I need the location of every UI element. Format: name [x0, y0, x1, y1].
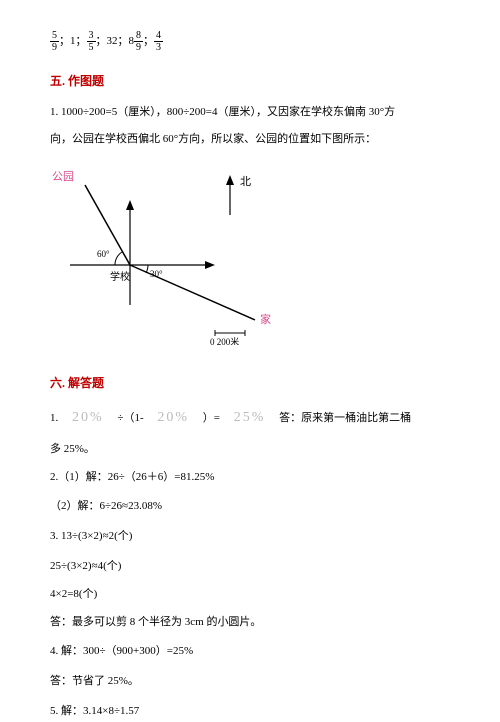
- section6-header: 六. 解答题: [50, 373, 450, 395]
- fraction-sep: ；32；8: [96, 35, 135, 47]
- q1-pct1: 20%: [72, 410, 104, 425]
- fraction: 59: [50, 30, 59, 53]
- school-label: 学校: [110, 270, 130, 283]
- q3a: 3. 13÷(3×2)≈2(个): [50, 527, 450, 547]
- section5-header: 五. 作图题: [50, 71, 450, 93]
- fraction-sep: ；: [143, 35, 154, 47]
- q2a: 2.（1）解：26÷（26＋6）=81.25%: [50, 468, 450, 488]
- fraction-sep: ；1；: [59, 35, 87, 47]
- park-label: 公园: [52, 170, 74, 183]
- q1-pct3: 25%: [234, 410, 266, 425]
- q1-line2: 多 25%。: [50, 440, 450, 460]
- q1-prefix: 1.: [50, 412, 69, 424]
- q2b: （2）解：6÷26≈23.08%: [50, 497, 450, 517]
- q5: 5. 解：3.14×8÷1.57: [50, 702, 450, 722]
- fraction: 43: [154, 30, 163, 53]
- q3d: 答：最多可以剪 8 个半径为 3cm 的小圆片。: [50, 613, 450, 633]
- q1: 1. 20% ÷（1- 20% ）= 25% 答：原来第一桶油比第二桶: [50, 405, 450, 430]
- q1-pct2: 20%: [157, 410, 189, 425]
- q4a: 4. 解：300÷（900+300）=25%: [50, 642, 450, 662]
- home-label: 家: [260, 312, 271, 326]
- fraction: 35: [87, 30, 96, 53]
- section5-line2: 向，公园在学校西偏北 60°方向，所以家、公园的位置如下图所示：: [50, 130, 450, 150]
- q4b: 答：节省了 25%。: [50, 672, 450, 692]
- angle60-label: 60°: [97, 249, 110, 259]
- angle30-label: 30°: [150, 269, 163, 279]
- q1-mid2: ）=: [192, 412, 231, 424]
- fraction-list: 59；1；35；32；889；43: [50, 30, 450, 53]
- scale-label: 0 200米: [210, 336, 239, 345]
- fraction: 89: [134, 30, 143, 53]
- q1-tail: 答：原来第一桶油比第二桶: [268, 412, 411, 424]
- section5-line1: 1. 1000÷200=5（厘米），800÷200=4（厘米），又因家在学校东偏…: [50, 103, 450, 123]
- geometry-diagram: 北 公园 家 60° 30° 学校 0 200米: [50, 165, 450, 353]
- q3b: 25÷(3×2)≈4(个): [50, 557, 450, 577]
- north-label: 北: [240, 175, 251, 188]
- q3c: 4×2=8(个): [50, 585, 450, 605]
- q1-mid1: ÷（1-: [106, 412, 154, 424]
